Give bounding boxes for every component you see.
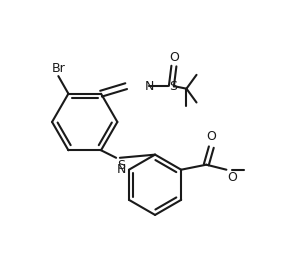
Text: S: S bbox=[169, 80, 177, 93]
Text: O: O bbox=[206, 130, 216, 143]
Text: S: S bbox=[117, 159, 125, 172]
Text: O: O bbox=[169, 51, 179, 64]
Text: O: O bbox=[228, 171, 237, 184]
Text: N: N bbox=[145, 80, 154, 93]
Text: Br: Br bbox=[52, 62, 65, 75]
Text: N: N bbox=[117, 163, 127, 176]
